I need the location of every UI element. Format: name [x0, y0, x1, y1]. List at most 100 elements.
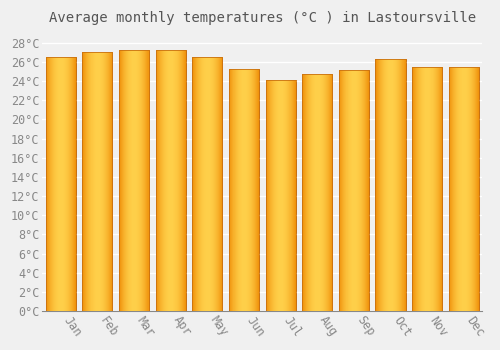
- Bar: [246, 69, 247, 311]
- Bar: [339, 70, 369, 311]
- Bar: [229, 69, 259, 311]
- Bar: [178, 49, 179, 311]
- Bar: [157, 49, 158, 311]
- Bar: [304, 75, 305, 311]
- Bar: [378, 59, 379, 311]
- Bar: [272, 80, 273, 311]
- Bar: [213, 57, 214, 311]
- Bar: [274, 80, 276, 311]
- Bar: [111, 52, 112, 311]
- Bar: [52, 57, 53, 311]
- Bar: [241, 69, 242, 311]
- Bar: [167, 49, 168, 311]
- Bar: [232, 69, 233, 311]
- Bar: [47, 57, 48, 311]
- Bar: [209, 57, 210, 311]
- Bar: [120, 49, 121, 311]
- Bar: [451, 67, 452, 311]
- Bar: [246, 69, 248, 311]
- Bar: [456, 67, 457, 311]
- Bar: [289, 80, 290, 311]
- Bar: [268, 80, 269, 311]
- Bar: [87, 52, 88, 311]
- Bar: [365, 70, 366, 311]
- Bar: [231, 69, 232, 311]
- Bar: [274, 80, 275, 311]
- Bar: [329, 75, 330, 311]
- Bar: [328, 75, 329, 311]
- Bar: [172, 49, 173, 311]
- Bar: [324, 75, 325, 311]
- Bar: [206, 57, 207, 311]
- Bar: [55, 57, 56, 311]
- Bar: [459, 67, 460, 311]
- Bar: [294, 80, 295, 311]
- Bar: [254, 69, 255, 311]
- Bar: [68, 57, 69, 311]
- Bar: [412, 67, 442, 311]
- Bar: [399, 59, 400, 311]
- Bar: [364, 70, 365, 311]
- Bar: [247, 69, 248, 311]
- Bar: [475, 67, 476, 311]
- Bar: [312, 75, 313, 311]
- Bar: [387, 59, 388, 311]
- Bar: [332, 75, 333, 311]
- Bar: [171, 49, 172, 311]
- Bar: [449, 67, 479, 311]
- Bar: [237, 69, 238, 311]
- Bar: [308, 75, 309, 311]
- Bar: [293, 80, 294, 311]
- Bar: [467, 67, 468, 311]
- Bar: [474, 67, 475, 311]
- Bar: [65, 57, 66, 311]
- Bar: [394, 59, 395, 311]
- Bar: [454, 67, 455, 311]
- Bar: [388, 59, 389, 311]
- Bar: [177, 49, 178, 311]
- Bar: [455, 67, 456, 311]
- Bar: [267, 80, 268, 311]
- Bar: [229, 69, 259, 311]
- Bar: [119, 49, 149, 311]
- Bar: [360, 70, 362, 311]
- Bar: [66, 57, 67, 311]
- Bar: [280, 80, 281, 311]
- Bar: [159, 49, 160, 311]
- Bar: [54, 57, 55, 311]
- Bar: [358, 70, 359, 311]
- Bar: [214, 57, 215, 311]
- Bar: [344, 70, 345, 311]
- Bar: [275, 80, 276, 311]
- Bar: [71, 57, 72, 311]
- Bar: [60, 57, 61, 311]
- Bar: [127, 49, 128, 311]
- Bar: [441, 67, 442, 311]
- Bar: [146, 49, 147, 311]
- Bar: [348, 70, 349, 311]
- Bar: [156, 49, 186, 311]
- Bar: [119, 49, 149, 311]
- Bar: [220, 57, 221, 311]
- Bar: [343, 70, 344, 311]
- Bar: [319, 75, 320, 311]
- Bar: [169, 49, 170, 311]
- Bar: [266, 80, 296, 311]
- Bar: [461, 67, 462, 311]
- Bar: [431, 67, 432, 311]
- Bar: [175, 49, 176, 311]
- Bar: [59, 57, 60, 311]
- Bar: [382, 59, 383, 311]
- Bar: [244, 69, 245, 311]
- Bar: [143, 49, 144, 311]
- Bar: [162, 49, 163, 311]
- Bar: [391, 59, 392, 311]
- Bar: [311, 75, 312, 311]
- Bar: [103, 52, 104, 311]
- Bar: [109, 52, 110, 311]
- Bar: [46, 57, 47, 311]
- Bar: [323, 75, 324, 311]
- Bar: [349, 70, 350, 311]
- Bar: [396, 59, 397, 311]
- Bar: [286, 80, 287, 311]
